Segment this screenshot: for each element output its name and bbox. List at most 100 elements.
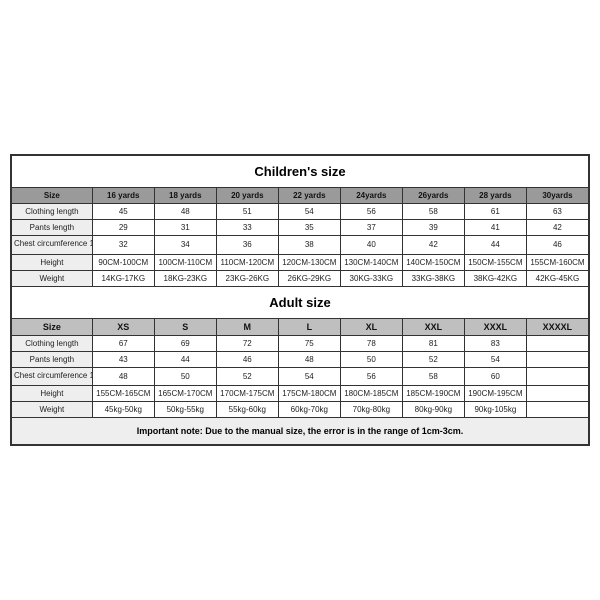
children-row-label: Clothing length: [12, 203, 93, 219]
children-header-cell: 26yards: [402, 187, 464, 203]
adult-cell: 75: [278, 335, 340, 351]
children-cell: 38KG-42KG: [464, 270, 526, 286]
children-cell: 58: [402, 203, 464, 219]
adult-cell: 67: [92, 335, 154, 351]
adult-header-cell: XXL: [402, 318, 464, 335]
adult-cell: 72: [216, 335, 278, 351]
adult-cell: 81: [402, 335, 464, 351]
children-cell: 33: [216, 219, 278, 235]
adult-row-label: Height: [12, 386, 93, 402]
adult-cell: [526, 367, 588, 386]
children-cell: 44: [464, 235, 526, 254]
children-cell: 26KG-29KG: [278, 270, 340, 286]
adult-row: Height155CM-165CM165CM-170CM170CM-175CM1…: [12, 386, 589, 402]
adult-cell: 90kg-105kg: [464, 402, 526, 418]
adult-header-cell: XXXL: [464, 318, 526, 335]
adult-cell: 80kg-90kg: [402, 402, 464, 418]
children-cell: 63: [526, 203, 588, 219]
adult-header-cell: Size: [12, 318, 93, 335]
children-cell: 42KG-45KG: [526, 270, 588, 286]
children-title-row: Children's size: [12, 155, 589, 187]
children-cell: 61: [464, 203, 526, 219]
note-row: Important note: Due to the manual size, …: [12, 418, 589, 445]
children-cell: 46: [526, 235, 588, 254]
children-row-label: Height: [12, 254, 93, 270]
size-table: Children's size Size16 yards18 yards20 y…: [11, 155, 589, 445]
children-cell: 29: [92, 219, 154, 235]
children-row-label: Pants length: [12, 219, 93, 235]
adult-cell: 190CM-195CM: [464, 386, 526, 402]
adult-header-cell: L: [278, 318, 340, 335]
adult-cell: 52: [216, 367, 278, 386]
adult-header-cell: XL: [340, 318, 402, 335]
children-title: Children's size: [12, 155, 589, 187]
adult-cell: [526, 335, 588, 351]
children-cell: 36: [216, 235, 278, 254]
children-header-cell: Size: [12, 187, 93, 203]
children-row-label: Weight: [12, 270, 93, 286]
adult-row: Chest circumference 1/248505254565860: [12, 367, 589, 386]
adult-cell: 70kg-80kg: [340, 402, 402, 418]
children-cell: 41: [464, 219, 526, 235]
children-cell: 54: [278, 203, 340, 219]
children-header-cell: 20 yards: [216, 187, 278, 203]
children-cell: 45: [92, 203, 154, 219]
children-cell: 140CM-150CM: [402, 254, 464, 270]
children-cell: 130CM-140CM: [340, 254, 402, 270]
adult-cell: 55kg-60kg: [216, 402, 278, 418]
children-cell: 31: [154, 219, 216, 235]
children-cell: 120CM-130CM: [278, 254, 340, 270]
children-header-cell: 22 yards: [278, 187, 340, 203]
children-cell: 48: [154, 203, 216, 219]
adult-title: Adult size: [12, 286, 589, 318]
children-cell: 37: [340, 219, 402, 235]
adult-cell: 50: [340, 351, 402, 367]
adult-cell: 170CM-175CM: [216, 386, 278, 402]
adult-row: Pants length43444648505254: [12, 351, 589, 367]
adult-row-label: Chest circumference 1/2: [12, 367, 93, 386]
children-row: Height90CM-100CM100CM-110CM110CM-120CM12…: [12, 254, 589, 270]
adult-cell: 60kg-70kg: [278, 402, 340, 418]
adult-cell: 165CM-170CM: [154, 386, 216, 402]
adult-cell: 48: [92, 367, 154, 386]
adult-cell: 56: [340, 367, 402, 386]
adult-header-cell: S: [154, 318, 216, 335]
adult-cell: 175CM-180CM: [278, 386, 340, 402]
adult-cell: 44: [154, 351, 216, 367]
children-row: Weight14KG-17KG18KG-23KG23KG-26KG26KG-29…: [12, 270, 589, 286]
children-row: Clothing length4548515456586163: [12, 203, 589, 219]
children-cell: 155CM-160CM: [526, 254, 588, 270]
children-cell: 100CM-110CM: [154, 254, 216, 270]
adult-cell: 54: [464, 351, 526, 367]
children-cell: 23KG-26KG: [216, 270, 278, 286]
children-cell: 56: [340, 203, 402, 219]
important-note: Important note: Due to the manual size, …: [12, 418, 589, 445]
adult-header-cell: M: [216, 318, 278, 335]
adult-cell: 83: [464, 335, 526, 351]
children-header-row: Size16 yards18 yards20 yards22 yards24ya…: [12, 187, 589, 203]
children-cell: 42: [402, 235, 464, 254]
adult-cell: 50kg-55kg: [154, 402, 216, 418]
children-cell: 38: [278, 235, 340, 254]
children-cell: 42: [526, 219, 588, 235]
children-cell: 32: [92, 235, 154, 254]
adult-cell: 50: [154, 367, 216, 386]
adult-cell: 185CM-190CM: [402, 386, 464, 402]
adult-cell: 54: [278, 367, 340, 386]
children-header-cell: 30yards: [526, 187, 588, 203]
adult-row: Clothing length67697275788183: [12, 335, 589, 351]
children-cell: 33KG-38KG: [402, 270, 464, 286]
children-cell: 51: [216, 203, 278, 219]
children-cell: 35: [278, 219, 340, 235]
adult-row-label: Clothing length: [12, 335, 93, 351]
children-cell: 34: [154, 235, 216, 254]
adult-cell: 155CM-165CM: [92, 386, 154, 402]
children-header-cell: 28 yards: [464, 187, 526, 203]
adult-row: Weight45kg-50kg50kg-55kg55kg-60kg60kg-70…: [12, 402, 589, 418]
adult-cell: 69: [154, 335, 216, 351]
children-cell: 14KG-17KG: [92, 270, 154, 286]
children-cell: 110CM-120CM: [216, 254, 278, 270]
adult-row-label: Pants length: [12, 351, 93, 367]
adult-cell: [526, 351, 588, 367]
adult-header-cell: XS: [92, 318, 154, 335]
